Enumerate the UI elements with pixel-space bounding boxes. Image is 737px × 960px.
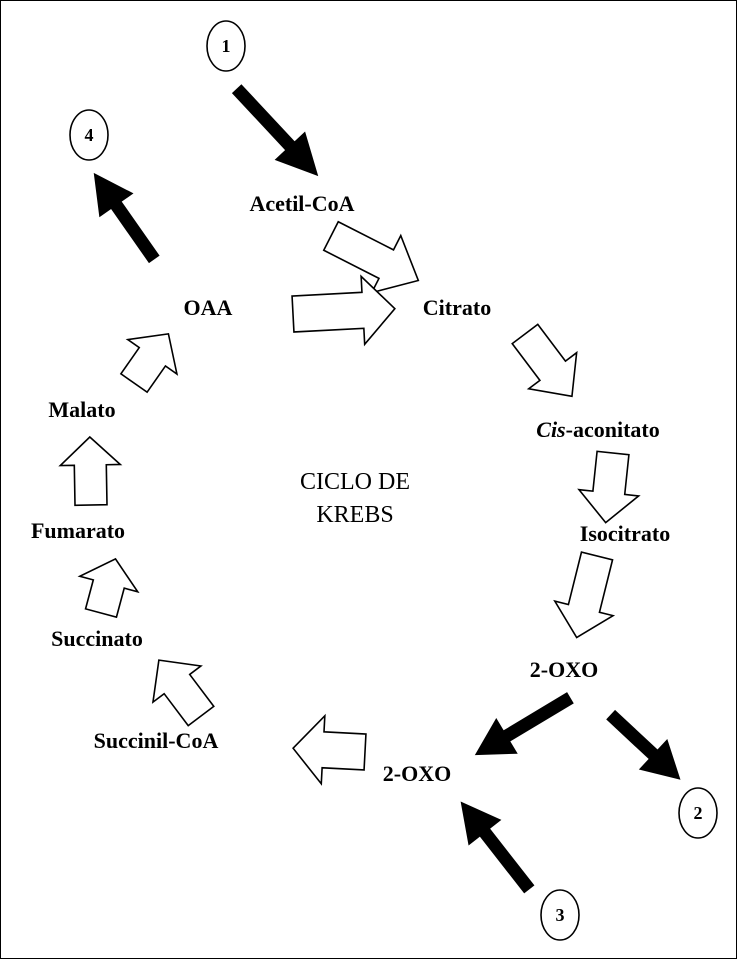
hollow-arrow-cisaconitate-isocitrate <box>577 450 641 524</box>
hollow-arrow-acetylcoa-citrate <box>322 220 420 294</box>
marker-2: 2 <box>678 787 718 839</box>
label-succinate: Succinato <box>51 626 143 651</box>
marker-2-label: 2 <box>694 803 703 823</box>
label-fumarate: Fumarato <box>31 518 125 543</box>
solid-arrow-output-2 <box>606 709 681 780</box>
solid-arrow-output-4 <box>93 172 160 264</box>
hollow-arrow-isocitrate-oxo <box>553 551 616 639</box>
solid-arrow-input-1 <box>231 84 319 177</box>
label-oxo-top: 2-OXO <box>530 657 598 682</box>
label-oaa: OAA <box>184 295 233 320</box>
marker-1-label: 1 <box>222 36 231 56</box>
hollow-arrow-oaa-citrate <box>291 274 396 347</box>
solid-arrow-oxo-oxo <box>474 692 574 756</box>
label-cis-suffix: -aconitato <box>566 417 660 442</box>
label-citrate: Citrato <box>423 295 491 320</box>
hollow-arrow-oxo-succinylcoa <box>292 713 367 786</box>
label-isocitrate: Isocitrato <box>580 521 670 546</box>
marker-3: 3 <box>540 889 580 941</box>
hollow-arrow-malate-oaa <box>119 332 179 394</box>
hollow-arrow-succinylcoa-succinate <box>151 659 215 727</box>
label-oxo-bottom: 2-OXO <box>383 761 451 786</box>
hollow-arrow-succinate-fumarate <box>77 557 140 619</box>
hollow-arrow-fumarate-malate <box>58 435 123 507</box>
hollow-arrow-citrate-cisaconitate <box>511 323 578 398</box>
center-title-line2: KREBS <box>316 502 393 528</box>
marker-3-label: 3 <box>556 905 565 925</box>
label-malate: Malato <box>48 397 115 422</box>
label-acetyl-coa: Acetil-CoA <box>249 191 354 216</box>
center-title-line1: CICLO DE <box>300 469 410 495</box>
marker-4-label: 4 <box>85 125 94 145</box>
marker-4: 4 <box>69 109 109 161</box>
solid-arrow-input-3 <box>460 801 535 894</box>
label-succinyl-coa: Succinil-CoA <box>94 728 219 753</box>
label-cis-prefix: Cis <box>536 417 565 442</box>
label-cis-aconitate: Cis-aconitato <box>536 417 659 442</box>
marker-1: 1 <box>206 20 246 72</box>
